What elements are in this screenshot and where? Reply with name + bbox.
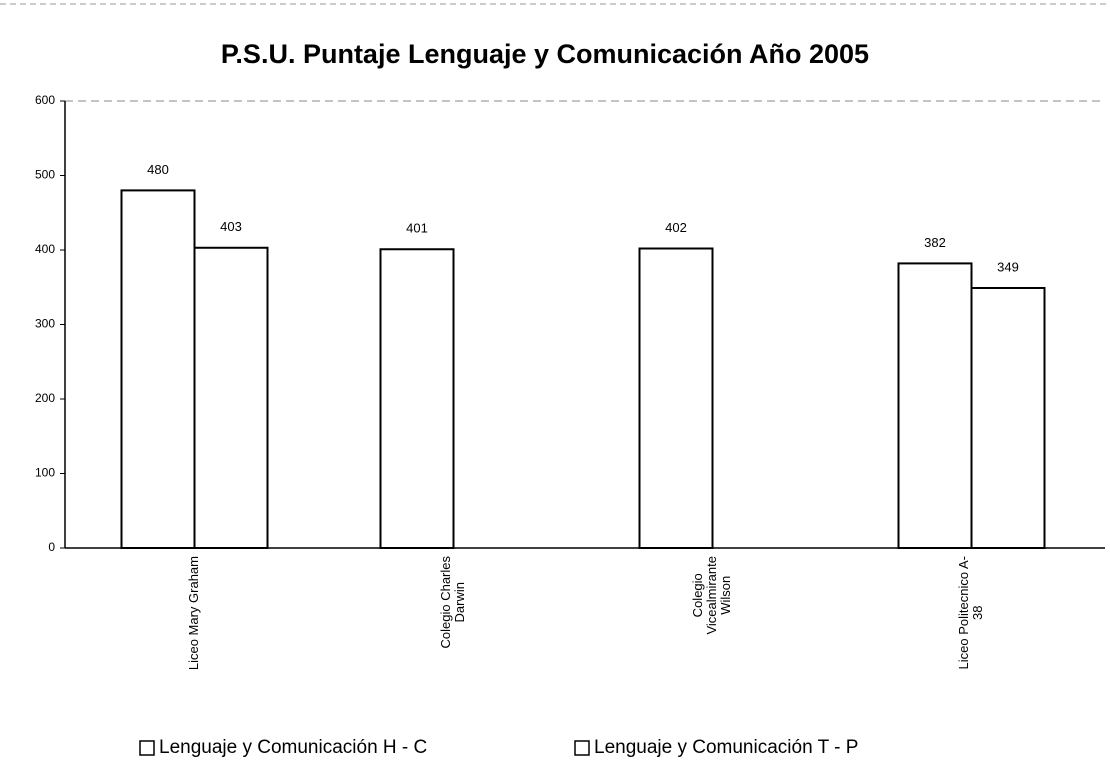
x-tick-label: Wilson (718, 576, 733, 615)
chart-title: P.S.U. Puntaje Lenguaje y Comunicación A… (221, 39, 869, 69)
x-tick-label: Darwin (452, 582, 467, 622)
data-label: 403 (220, 219, 242, 234)
bar (970, 286, 1046, 549)
x-tick-label: Liceo Politecnico A- (956, 556, 971, 669)
x-tick-label: 38 (970, 605, 985, 619)
legend-swatch (574, 740, 590, 756)
data-label: 382 (924, 235, 946, 250)
y-tick-label: 600 (35, 93, 55, 107)
y-tick-label: 300 (35, 317, 55, 331)
y-tick-label: 100 (35, 466, 55, 480)
data-label: 402 (665, 220, 687, 235)
y-tick-label: 200 (35, 391, 55, 405)
bar (120, 189, 196, 549)
bar (897, 262, 973, 549)
x-tick-label: Colegio Charles (438, 556, 453, 649)
x-tick-label: Vicealmirante (704, 556, 719, 635)
legend-label: Lenguaje y Comunicación H - C (159, 737, 427, 758)
bar (379, 248, 455, 549)
legend-swatch (139, 740, 155, 756)
y-tick-label: 400 (35, 242, 55, 256)
y-tick-label: 0 (48, 540, 55, 554)
bar (638, 247, 714, 549)
bar (193, 246, 269, 549)
data-label: 349 (997, 259, 1019, 274)
y-tick-label: 500 (35, 168, 55, 182)
x-tick-label: Liceo Mary Graham (186, 556, 201, 670)
data-label: 401 (406, 221, 428, 236)
data-label: 480 (147, 162, 169, 177)
legend-label: Lenguaje y Comunicación T - P (594, 737, 858, 758)
x-tick-label: Colegio (690, 573, 705, 617)
